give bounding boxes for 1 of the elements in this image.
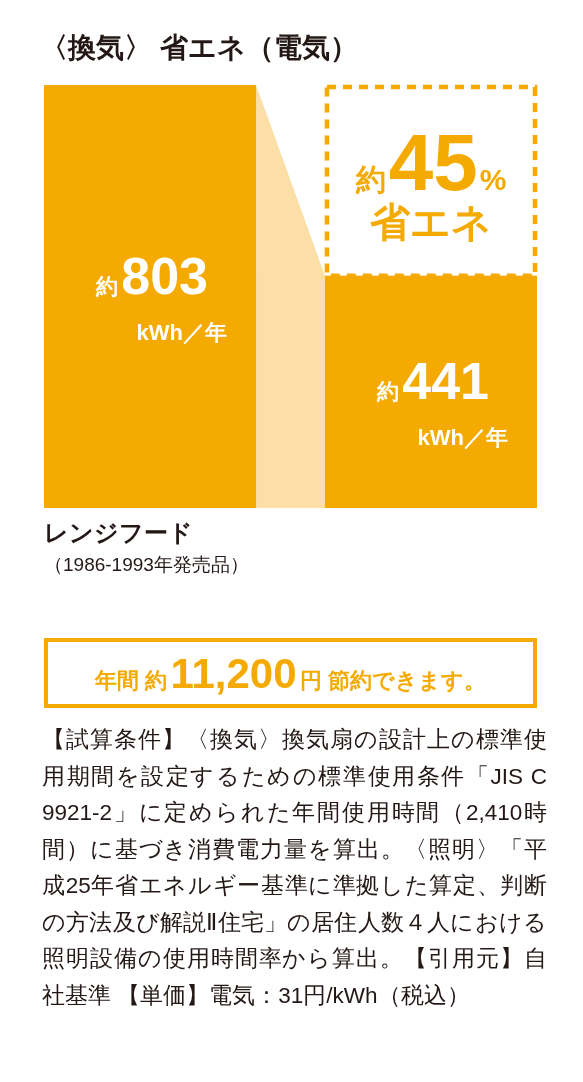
title: 〈換気〉 省エネ（電気） <box>40 32 358 63</box>
